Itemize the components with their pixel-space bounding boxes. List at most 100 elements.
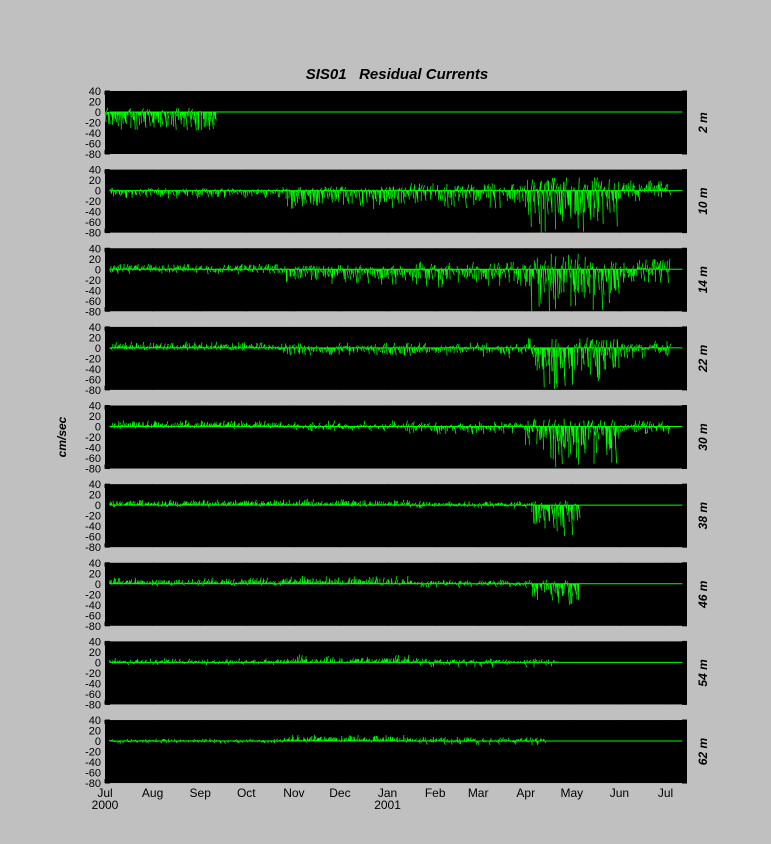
y-tick-label: 20 (89, 726, 101, 738)
x-tick-label: Dec (329, 786, 350, 800)
y-tick-label: 20 (89, 490, 101, 502)
y-tick-label: -20 (85, 668, 101, 680)
y-tick-label: -20 (85, 432, 101, 444)
y-tick-label: -40 (85, 128, 101, 140)
y-tick-label: -20 (85, 196, 101, 208)
y-tick-label: -80 (85, 778, 101, 790)
y-tick-label: -80 (85, 699, 101, 711)
y-tick-label: -20 (85, 589, 101, 601)
x-tick-label: Jun (610, 786, 629, 800)
y-tick-label: 0 (95, 107, 101, 119)
y-tick-label: 20 (89, 254, 101, 266)
depth-label: 14 m (696, 266, 710, 294)
y-tick-label: -20 (85, 747, 101, 759)
y-tick-label: -80 (85, 621, 101, 633)
y-tick-label: -20 (85, 511, 101, 523)
x-tick-year: 2000 (92, 798, 119, 812)
depth-label: 62 m (696, 738, 710, 766)
panel-plot-area (105, 405, 687, 469)
x-tick-label: Jul (97, 786, 112, 800)
y-tick-label: -80 (85, 149, 101, 161)
y-tick-label: 0 (95, 579, 101, 591)
y-tick-label: -60 (85, 610, 101, 622)
panel-plot-area (105, 484, 687, 548)
y-tick-label: -80 (85, 385, 101, 397)
chart-title: SIS01 Residual Currents (306, 66, 489, 83)
y-tick-label: -80 (85, 228, 101, 240)
depth-label: 54 m (696, 659, 710, 687)
y-tick-label: 40 (89, 636, 101, 648)
depth-label: 30 m (696, 423, 710, 451)
x-tick-label: Apr (516, 786, 535, 800)
y-tick-label: 20 (89, 411, 101, 423)
x-tick-label: Feb (425, 786, 446, 800)
y-tick-label: -20 (85, 118, 101, 130)
x-tick-label: Jan (378, 786, 397, 800)
depth-label: 2 m (696, 112, 710, 134)
panel-plot-area (105, 720, 687, 784)
panel-plot-area (105, 326, 687, 390)
y-tick-label: -60 (85, 532, 101, 544)
y-tick-label: -20 (85, 275, 101, 287)
y-tick-label: 20 (89, 97, 101, 109)
y-tick-label: 20 (89, 568, 101, 580)
x-tick-label: Mar (468, 786, 489, 800)
y-tick-label: 40 (89, 165, 101, 177)
y-tick-label: -40 (85, 443, 101, 455)
x-tick-label: Jul (658, 786, 673, 800)
y-tick-label: -60 (85, 689, 101, 701)
y-tick-label: 0 (95, 736, 101, 748)
y-tick-label: -60 (85, 217, 101, 229)
y-tick-label: 20 (89, 175, 101, 187)
panel-plot-area (105, 562, 687, 626)
y-tick-label: 0 (95, 657, 101, 669)
x-tick-year: 2001 (374, 798, 401, 812)
y-tick-label: 20 (89, 332, 101, 344)
x-tick-label: May (560, 786, 583, 800)
y-tick-label: 0 (95, 264, 101, 276)
y-tick-label: -60 (85, 453, 101, 465)
y-tick-label: -60 (85, 374, 101, 386)
depth-label: 10 m (696, 187, 710, 215)
y-tick-label: 40 (89, 243, 101, 255)
y-tick-label: -60 (85, 296, 101, 308)
y-tick-label: 40 (89, 558, 101, 570)
y-tick-label: 0 (95, 500, 101, 512)
y-tick-label: -40 (85, 600, 101, 612)
y-tick-label: 20 (89, 647, 101, 659)
y-tick-label: 40 (89, 322, 101, 334)
y-tick-label: 40 (89, 715, 101, 727)
y-tick-label: -40 (85, 521, 101, 533)
panel-plot-area (105, 91, 687, 154)
x-tick-label: Nov (283, 786, 304, 800)
y-tick-label: -40 (85, 364, 101, 376)
y-tick-label: -40 (85, 757, 101, 769)
y-tick-label: -80 (85, 464, 101, 476)
y-tick-label: 0 (95, 186, 101, 198)
y-tick-label: 40 (89, 86, 101, 98)
depth-label: 38 m (696, 502, 710, 530)
y-tick-label: -80 (85, 542, 101, 554)
panel-plot-area (105, 641, 687, 705)
series-residual-sticks (104, 107, 218, 131)
y-tick-label: 40 (89, 401, 101, 413)
y-tick-label: -40 (85, 207, 101, 219)
y-tick-label: -60 (85, 768, 101, 780)
y-tick-label: 40 (89, 479, 101, 491)
y-axis-label: cm/sec (55, 416, 69, 457)
x-tick-label: Oct (237, 786, 256, 800)
y-tick-label: -60 (85, 139, 101, 151)
x-tick-label: Sep (190, 786, 212, 800)
y-tick-label: -80 (85, 306, 101, 318)
